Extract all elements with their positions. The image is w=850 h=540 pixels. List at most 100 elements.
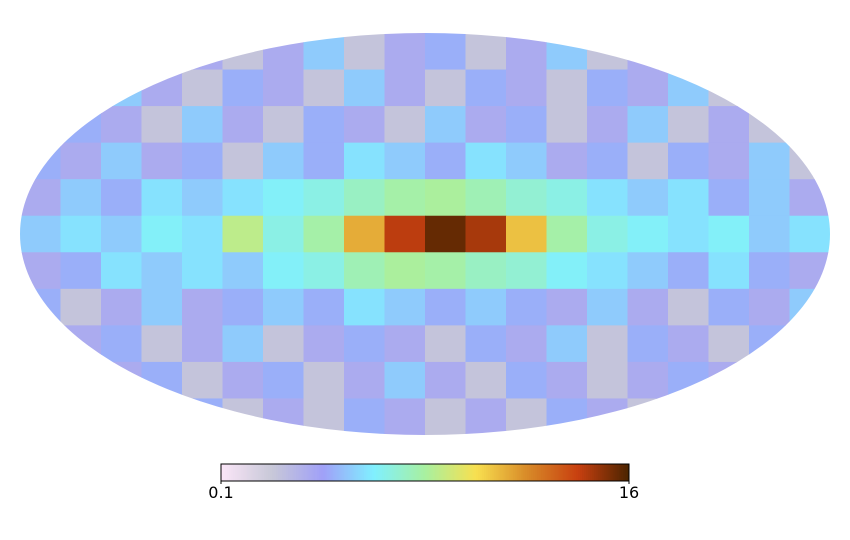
map-pixel	[182, 69, 223, 107]
colorbar-step	[524, 464, 528, 481]
colorbar-step	[473, 464, 477, 481]
colorbar: 0.1 16	[208, 463, 639, 502]
map-pixel	[222, 106, 264, 144]
colorbar-step	[388, 464, 391, 481]
colorbar-step	[253, 464, 257, 481]
colorbar-step	[369, 464, 373, 481]
colorbar-step	[496, 464, 499, 481]
colorbar-step	[333, 464, 336, 481]
colorbar-step	[406, 464, 410, 481]
colorbar-step	[276, 464, 279, 481]
colorbar-step	[510, 464, 514, 481]
map-pixel	[425, 361, 466, 399]
map-pixel	[182, 179, 223, 217]
colorbar-step	[494, 464, 497, 481]
colorbar-step	[490, 464, 493, 481]
map-pixel	[587, 325, 628, 363]
map-pixel	[546, 69, 588, 107]
map-pixel	[141, 398, 183, 435]
colorbar-step	[616, 464, 620, 481]
map-pixel	[384, 325, 426, 363]
map-pixel	[749, 398, 790, 435]
map-pixel	[263, 288, 304, 326]
map-pixel	[101, 252, 142, 290]
map-pixel	[60, 252, 102, 290]
colorbar-step	[431, 464, 434, 481]
colorbar-step	[549, 464, 552, 481]
map-pixel	[587, 142, 628, 180]
colorbar-step	[420, 464, 424, 481]
colorbar-step	[261, 464, 265, 481]
map-pixel	[222, 252, 264, 290]
map-pixel	[182, 33, 223, 71]
colorbar-step	[363, 464, 367, 481]
map-pixel	[587, 252, 628, 290]
colorbar-step	[245, 464, 249, 481]
colorbar-step	[345, 464, 348, 481]
map-pixel	[263, 361, 304, 399]
colorbar-step	[586, 464, 589, 481]
colorbar-step	[298, 464, 302, 481]
map-pixel	[627, 33, 669, 71]
map-pixel	[627, 361, 669, 399]
map-pixel	[344, 361, 385, 399]
map-pixel	[425, 398, 466, 435]
colorbar-step	[243, 464, 246, 481]
colorbar-step	[608, 464, 612, 481]
map-pixel	[465, 252, 507, 290]
colorbar-step	[500, 464, 504, 481]
colorbar-step	[341, 464, 344, 481]
map-pixel	[182, 325, 223, 363]
colorbar-step	[461, 464, 465, 481]
colorbar-step	[410, 464, 414, 481]
map-pixel	[60, 288, 102, 326]
map-pixel	[222, 142, 264, 180]
map-pixel	[546, 288, 588, 326]
map-pixel	[425, 179, 466, 217]
map-pixel	[141, 361, 183, 399]
map-pixel	[384, 33, 426, 71]
colorbar-step	[259, 464, 263, 481]
map-pixel	[749, 215, 790, 253]
map-pixel	[587, 33, 628, 71]
colorbar-step	[433, 464, 436, 481]
colorbar-step	[614, 464, 618, 481]
map-pixel	[506, 179, 547, 217]
map-pixel	[20, 398, 61, 435]
map-pixel	[465, 106, 507, 144]
map-pixel	[101, 325, 142, 363]
colorbar-step	[514, 464, 518, 481]
colorbar-step	[594, 464, 597, 481]
map-pixel	[101, 361, 142, 399]
map-pixel	[668, 33, 709, 71]
map-pixel	[668, 142, 709, 180]
map-pixel	[425, 288, 466, 326]
colorbar-step	[284, 464, 287, 481]
colorbar-step	[535, 464, 538, 481]
map-pixel	[182, 398, 223, 435]
map-pixel	[303, 252, 345, 290]
colorbar-step	[337, 464, 340, 481]
colorbar-step	[541, 464, 544, 481]
colorbar-step	[237, 464, 240, 481]
colorbar-step	[580, 464, 583, 481]
colorbar-step	[265, 464, 269, 481]
colorbar-step	[339, 464, 342, 481]
colorbar-step	[408, 464, 412, 481]
map-pixel	[344, 252, 385, 290]
colorbar-step	[476, 464, 479, 481]
map-pixel	[222, 69, 264, 107]
map-pixel	[506, 33, 547, 71]
map-pixel	[263, 142, 304, 180]
colorbar-step	[443, 464, 446, 481]
map-pixel	[344, 288, 385, 326]
map-pixel	[425, 142, 466, 180]
colorbar-step	[282, 464, 285, 481]
map-pixel	[506, 398, 547, 435]
colorbar-step	[478, 464, 481, 481]
colorbar-step	[557, 464, 561, 481]
colorbar-step	[598, 464, 601, 481]
map-pixel	[182, 288, 223, 326]
colorbar-step	[463, 464, 467, 481]
colorbar-step	[272, 464, 275, 481]
